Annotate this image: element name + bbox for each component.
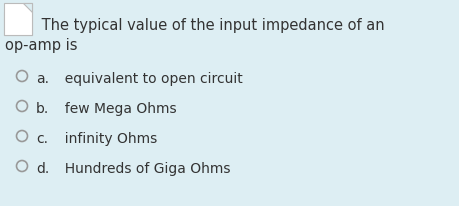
Circle shape — [17, 161, 28, 172]
Text: infinity Ohms: infinity Ohms — [56, 131, 157, 145]
FancyBboxPatch shape — [4, 13, 32, 36]
FancyBboxPatch shape — [4, 4, 32, 36]
Text: d.: d. — [36, 161, 49, 175]
Text: a.: a. — [36, 72, 49, 85]
Text: equivalent to open circuit: equivalent to open circuit — [56, 72, 243, 85]
Circle shape — [17, 71, 28, 82]
Text: op-amp is: op-amp is — [5, 38, 78, 53]
Circle shape — [17, 131, 28, 142]
Text: few Mega Ohms: few Mega Ohms — [56, 102, 177, 115]
Polygon shape — [23, 4, 32, 13]
Circle shape — [17, 101, 28, 112]
Text: b.: b. — [36, 102, 49, 115]
Text: Hundreds of Giga Ohms: Hundreds of Giga Ohms — [56, 161, 230, 175]
Text: The typical value of the input impedance of an: The typical value of the input impedance… — [37, 18, 385, 33]
Text: c.: c. — [36, 131, 48, 145]
